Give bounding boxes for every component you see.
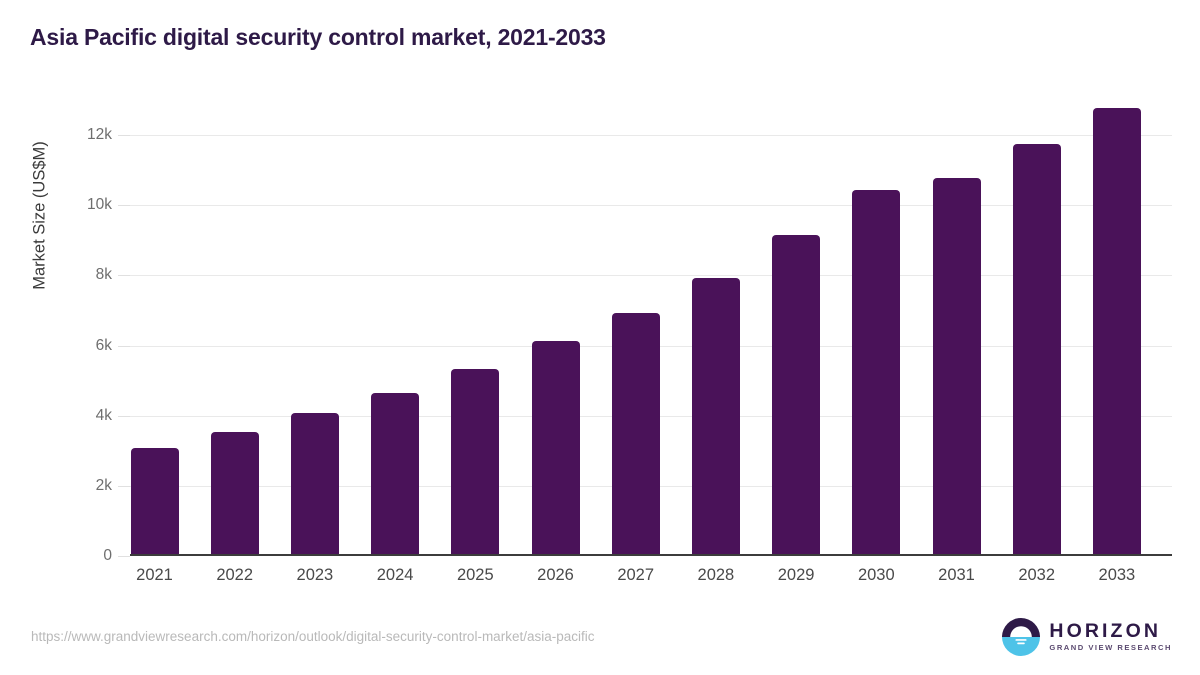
bar[interactable] [451,368,500,555]
logo-tagline: GRAND VIEW RESEARCH [1049,643,1172,653]
y-axis-tick-mark [118,485,130,487]
bar[interactable] [531,341,580,555]
logo-wordmark: HORIZON [1049,619,1162,642]
gridline [130,275,1172,277]
horizon-logo-icon [1002,618,1041,656]
y-axis-tick-mark [118,275,130,277]
y-axis-tick-label: 10k [87,196,112,214]
bar[interactable] [772,235,821,555]
x-axis-tick-label: 2026 [537,566,574,584]
x-axis-tick-label: 2029 [777,566,815,584]
x-axis-tick-label: 2025 [456,566,494,584]
plot-area [118,100,1172,557]
horizon-logo-text: HORIZON GRAND VIEW RESEARCH [1049,619,1172,653]
horizon-logo[interactable]: HORIZON GRAND VIEW RESEARCH [1002,618,1172,656]
bar[interactable] [130,447,179,555]
x-axis-tick-label: 2027 [617,566,655,584]
y-axis-tick-label: 2k [95,476,112,494]
y-axis-tick-mark [118,135,130,137]
bar[interactable] [1012,144,1061,555]
y-axis-tick-label: 12k [87,126,112,144]
bar[interactable] [210,431,259,555]
bar[interactable] [852,190,901,555]
y-axis-tick-label: 0 [103,547,112,564]
x-axis-tick-label: 2022 [216,566,254,584]
x-axis-tick-label: 2032 [1018,566,1056,584]
page-title: Asia Pacific digital security control ma… [30,24,606,50]
bar[interactable] [290,412,339,555]
x-axis-tick-label: 2023 [296,566,334,584]
bar[interactable] [611,312,660,555]
x-axis-tick-label: 2028 [697,566,735,584]
x-axis-tick-labels: 2021 2022 2023 2024 2025 2026 2027 2028 2029 2030… [130,566,1172,592]
bar[interactable] [932,178,981,555]
y-axis-tick-mark [118,205,130,207]
y-axis-tick-mark [118,556,130,557]
y-axis-tick-label: 6k [95,336,112,354]
x-axis-tick-label: 2031 [938,566,975,584]
y-axis-tick-mark [118,345,130,347]
x-axis-line [130,554,1172,556]
source-url[interactable]: https://www.grandviewresearch.com/horizo… [31,629,595,644]
bar[interactable] [371,392,420,555]
bar[interactable] [1092,108,1141,555]
bar[interactable] [691,277,740,555]
gridline [130,205,1172,207]
y-axis-tick-label: 8k [95,266,112,284]
y-axis-tick-labels: 0 2k 4k 6k 8k 10k 12k [0,100,112,564]
y-axis-tick-mark [118,415,130,417]
y-axis-tick-label: 4k [95,406,112,424]
gridline [130,135,1172,137]
x-axis-tick-label: 2024 [376,566,414,584]
x-axis-tick-label: 2021 [136,566,173,584]
x-axis-tick-label: 2030 [857,566,895,584]
x-axis-tick-label: 2033 [1098,566,1136,584]
